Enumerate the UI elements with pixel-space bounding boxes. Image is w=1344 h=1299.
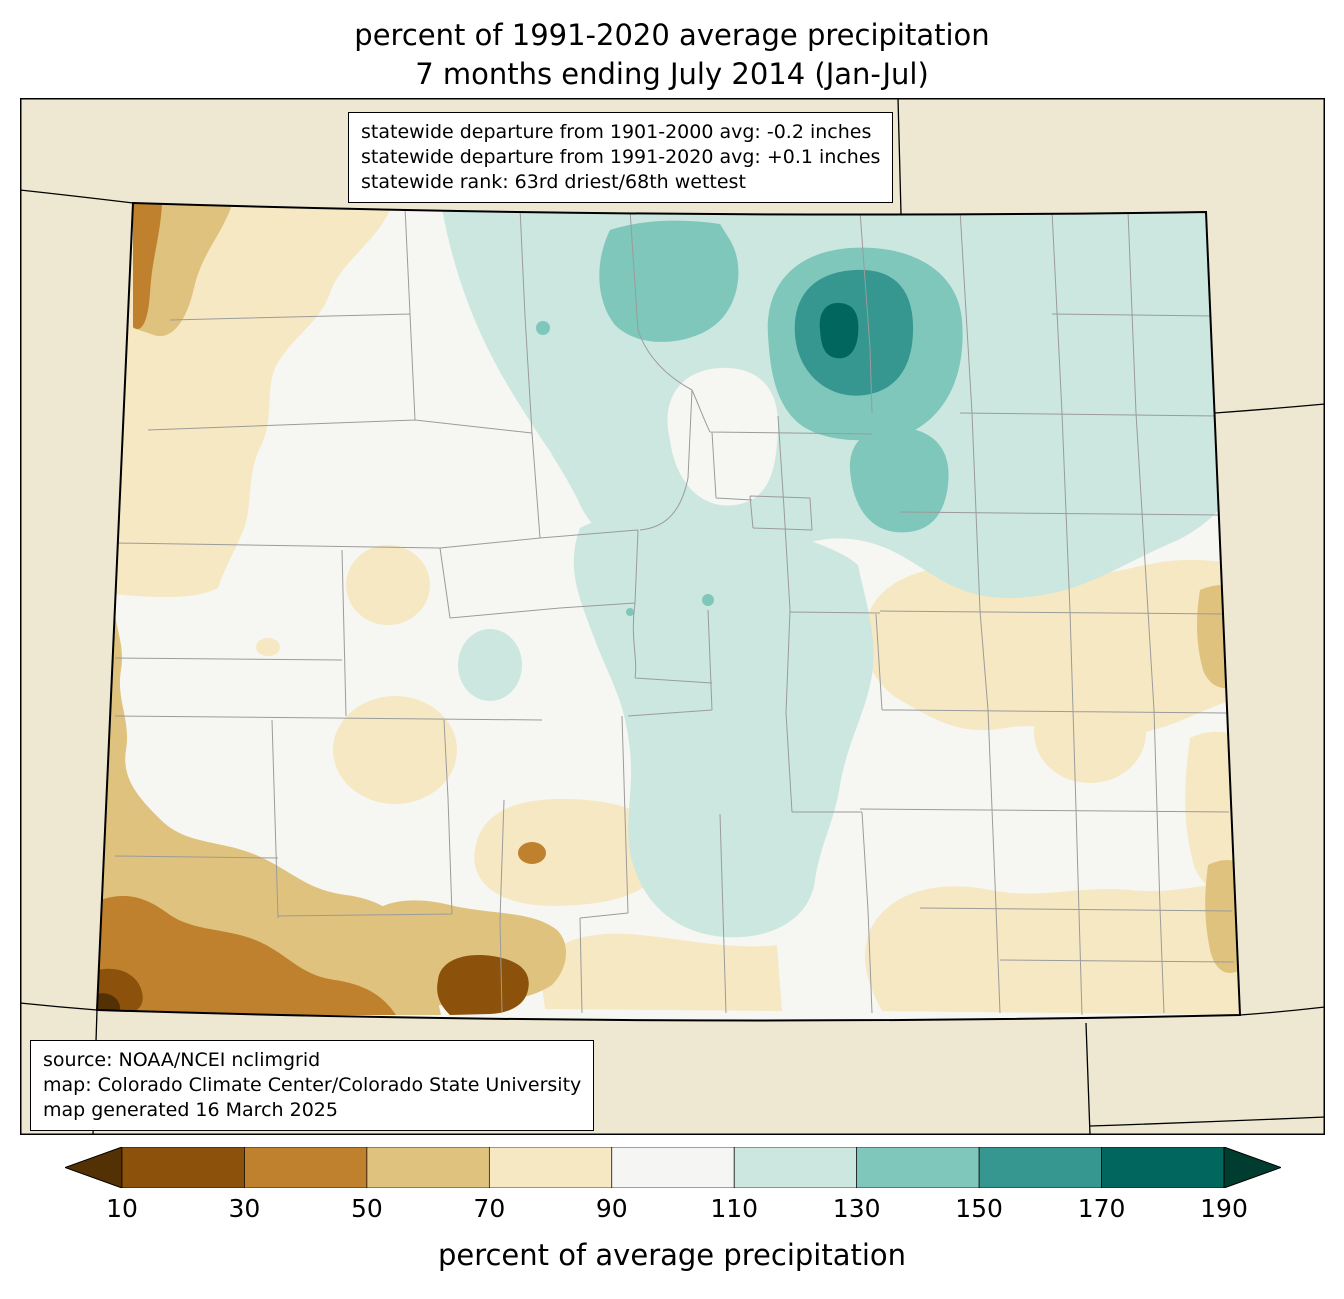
region-70-90-southeast	[865, 883, 1240, 1015]
figure-title-line1: percent of 1991-2020 average precipitati…	[354, 18, 990, 52]
colorbar-segment	[366, 1146, 490, 1189]
stats-line-3: statewide rank: 63rd driest/68th wettest	[361, 171, 746, 194]
region-70-90-east-lobe	[1034, 683, 1146, 783]
region-50-70-southwest	[97, 547, 441, 1015]
above-average-regions	[440, 203, 1240, 938]
stats-line-2: statewide departure from 1991-2020 avg: …	[361, 146, 881, 169]
colorbar-ticks: 10 30 50 70 90 110 130 150 170 190	[0, 1194, 1344, 1224]
region-10-30-south-blob	[437, 955, 529, 1015]
border-ks-ok	[1239, 1006, 1325, 1016]
border-ut-az	[20, 1002, 98, 1011]
region-110-130-central-tongue	[573, 514, 874, 938]
map-frame	[20, 98, 1325, 1135]
colorbar-segment	[244, 1146, 368, 1189]
source-line-1: source: NOAA/NCEI nclimgrid	[43, 1049, 321, 1071]
region-30-50-dot	[518, 842, 546, 864]
region-70-90-dot	[256, 638, 280, 656]
border-wy-ne	[897, 98, 902, 215]
below-average-regions	[97, 203, 1240, 1015]
region-130-150-dot-c	[626, 608, 634, 616]
colorbar-right-arrow	[1223, 1146, 1283, 1189]
colorbar-tick: 130	[832, 1194, 881, 1223]
region-30-50-southwest	[97, 896, 396, 1015]
region-30-50-nw-edge	[133, 203, 162, 330]
colorbar-left-arrow	[63, 1146, 123, 1189]
region-70-90-eastcenter	[864, 559, 1240, 736]
colorbar-tick: 70	[473, 1194, 506, 1223]
region-130-150-dot-a	[536, 321, 550, 335]
figure-title: percent of 1991-2020 average precipitati…	[0, 16, 1344, 94]
region-70-90-southband	[540, 933, 782, 1011]
colorbar-segment	[978, 1146, 1102, 1189]
colorbar-segment	[488, 1146, 613, 1189]
region-110-130-west-blob	[458, 629, 522, 701]
precipitation-map	[20, 98, 1325, 1135]
colorbar-tick: 10	[106, 1194, 138, 1223]
colorbar-axis-label: percent of average precipitation	[437, 1238, 907, 1272]
colorbar	[63, 1146, 1283, 1189]
source-line-3: map generated 16 March 2025	[43, 1099, 338, 1122]
region-50-70-east-strip-lower	[1205, 860, 1240, 973]
region-130-150-dot-b	[702, 594, 714, 606]
region-170-190-spot	[819, 302, 859, 359]
colorbar-tick: 150	[955, 1194, 1003, 1223]
region-lt10-sw-corner	[97, 993, 121, 1014]
border-ok-tx	[1089, 1116, 1325, 1127]
colorbar-tick: 110	[710, 1194, 759, 1223]
region-130-150-lower-blob	[849, 426, 949, 533]
colorbar-tick: 90	[595, 1194, 628, 1223]
colorbar-segment	[1101, 1146, 1225, 1189]
colorbar-tick: 190	[1200, 1194, 1248, 1223]
county-borders	[114, 206, 1235, 1016]
colorbar-segment	[611, 1146, 735, 1189]
border-ut-wy	[20, 189, 134, 204]
source-line-2: map: Colorado Climate Center/Colorado St…	[43, 1074, 582, 1097]
colorbar-tick: 170	[1077, 1194, 1126, 1223]
colorbar-tick: 30	[228, 1194, 261, 1223]
state-colorado-outline	[95, 201, 1242, 1022]
region-70-90-southcenter	[474, 799, 664, 906]
colorbar-segment	[121, 1146, 245, 1189]
region-130-150-top-blob	[599, 220, 739, 342]
colorbar-tick: 50	[350, 1194, 383, 1223]
stats-line-1: statewide departure from 1901-2000 avg: …	[361, 121, 872, 143]
region-90-110-central-gap	[442, 425, 558, 531]
colorbar-segment	[856, 1146, 980, 1189]
border-ne-ks	[1214, 403, 1325, 414]
region-90-110-north-park	[667, 367, 779, 506]
source-box: source: NOAA/NCEI nclimgrid map: Colorad…	[30, 1040, 595, 1132]
statewide-stats-box: statewide departure from 1901-2000 avg: …	[348, 112, 894, 204]
colorbar-segment	[733, 1146, 858, 1189]
border-nm-ok	[1085, 1022, 1091, 1135]
region-70-90-central-south	[333, 696, 457, 804]
region-70-90-westcenter	[346, 545, 430, 625]
colorbar-svg	[63, 1146, 1283, 1189]
figure-title-line2: 7 months ending July 2014 (Jan-Jul)	[415, 57, 929, 92]
